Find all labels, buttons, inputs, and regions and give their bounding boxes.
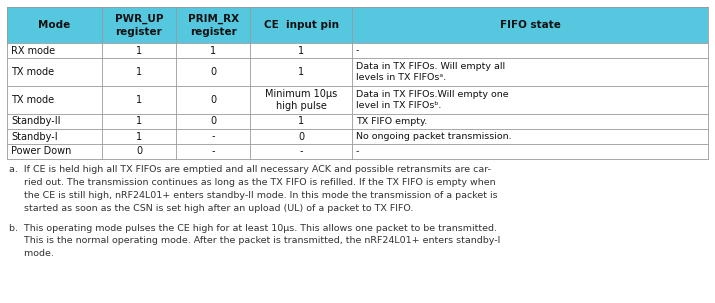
Bar [7,43,708,58]
Text: TX mode: TX mode [11,67,54,77]
Bar [7,114,708,129]
Text: TX FIFO empty.: TX FIFO empty. [356,117,428,126]
Text: b.  This operating mode pulses the CE high for at least 10μs. This allows one pa: b. This operating mode pulses the CE hig… [9,224,500,258]
Text: a.  If CE is held high all TX FIFOs are emptied and all necessary ACK and possib: a. If CE is held high all TX FIFOs are e… [9,165,498,212]
Text: 1: 1 [136,67,142,77]
Bar [7,58,708,86]
Bar [7,144,708,159]
Text: Data in TX FIFOs.Will empty one
level in TX FIFOsᵇ.: Data in TX FIFOs.Will empty one level in… [356,90,508,110]
Text: 1: 1 [298,45,304,55]
Text: RX mode: RX mode [11,45,55,55]
Text: -: - [212,146,215,157]
Text: Data in TX FIFOs. Will empty all
levels in TX FIFOsᵃ.: Data in TX FIFOs. Will empty all levels … [356,62,505,82]
Text: -: - [300,146,303,157]
Text: -: - [212,132,215,142]
Text: 0: 0 [210,116,216,126]
Text: 0: 0 [298,132,304,142]
Text: Mode: Mode [39,20,71,30]
Text: 1: 1 [298,116,304,126]
Text: 1: 1 [136,95,142,105]
Bar [7,129,708,144]
Text: No ongoing packet transmission.: No ongoing packet transmission. [356,132,512,141]
Text: Minimum 10μs
high pulse: Minimum 10μs high pulse [265,88,337,112]
Text: 0: 0 [136,146,142,157]
Text: Standby-II: Standby-II [11,116,61,126]
Text: Standby-I: Standby-I [11,132,58,142]
Text: 0: 0 [210,95,216,105]
Text: 1: 1 [136,116,142,126]
Bar [7,86,708,114]
Text: -: - [356,147,360,156]
Text: 0: 0 [210,67,216,77]
Bar [7,7,708,43]
Text: TX mode: TX mode [11,95,54,105]
Text: CE  input pin: CE input pin [264,20,339,30]
Text: Power Down: Power Down [11,146,72,157]
Text: 1: 1 [298,67,304,77]
Text: FIFO state: FIFO state [500,20,561,30]
Text: 1: 1 [136,132,142,142]
Text: PRIM_RX
register: PRIM_RX register [187,13,239,37]
Text: 1: 1 [210,45,216,55]
Text: 1: 1 [136,45,142,55]
Text: -: - [356,46,360,55]
Text: PWR_UP
register: PWR_UP register [114,13,163,37]
